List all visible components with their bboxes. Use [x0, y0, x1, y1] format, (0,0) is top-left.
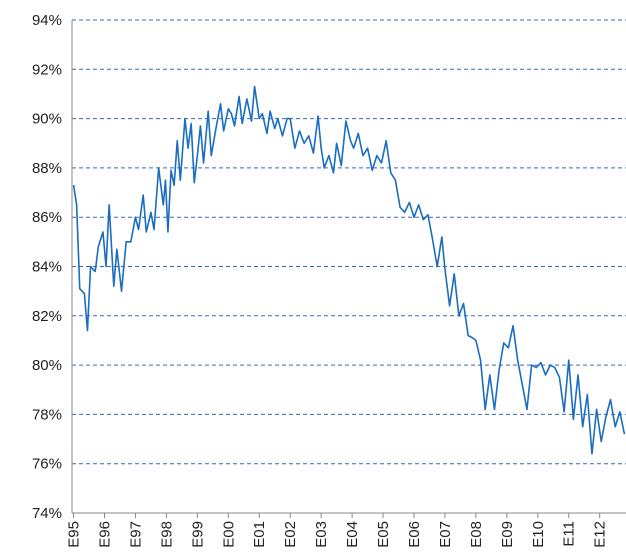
x-tick-label: E11: [561, 521, 578, 547]
x-tick-label: E04: [344, 521, 361, 548]
y-tick-label: 92%: [32, 61, 62, 78]
x-tick-label: E00: [220, 521, 237, 548]
x-tick-label: E96: [96, 521, 113, 548]
x-tick-label: E07: [437, 521, 454, 548]
y-tick-label: 86%: [32, 209, 62, 226]
x-tick-label: E02: [282, 521, 299, 548]
x-tick-label: E08: [468, 521, 485, 548]
y-tick-label: 88%: [32, 160, 62, 177]
y-tick-label: 82%: [32, 308, 62, 325]
x-tick-label: E98: [158, 521, 175, 548]
y-tick-label: 74%: [32, 505, 62, 522]
x-tick-label: E99: [189, 521, 206, 548]
x-tick-label: E03: [313, 521, 330, 548]
x-tick-label: E97: [127, 521, 144, 548]
x-tick-label: E12: [592, 521, 609, 548]
y-tick-label: 78%: [32, 406, 62, 423]
y-tick-label: 84%: [32, 259, 62, 276]
x-tick-label: E06: [406, 521, 423, 548]
y-tick-label: 76%: [32, 456, 62, 473]
y-tick-label: 90%: [32, 111, 62, 128]
x-tick-label: E10: [530, 521, 547, 548]
x-tick-label: E95: [66, 521, 83, 548]
x-tick-label: E09: [499, 521, 516, 548]
line-series: [72, 85, 626, 455]
x-tick-label: E05: [375, 521, 392, 548]
x-tick-label: E01: [251, 521, 268, 548]
y-tick-label: 80%: [32, 357, 62, 374]
y-tick-label: 94%: [32, 12, 62, 29]
